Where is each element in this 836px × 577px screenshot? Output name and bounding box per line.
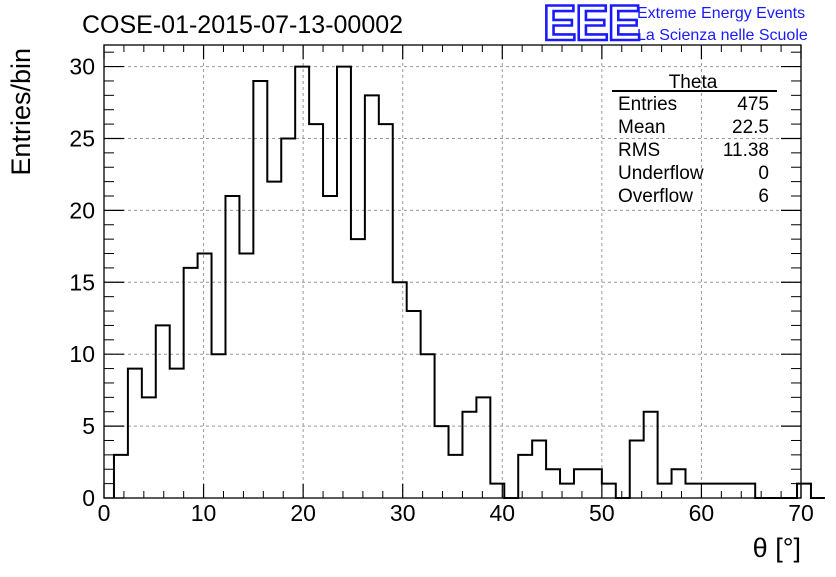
stats-row-value: 0 xyxy=(758,163,769,184)
histogram-bin xyxy=(267,182,281,498)
stats-row-label: Underflow xyxy=(618,163,704,184)
histogram-bin xyxy=(253,81,267,498)
histogram-bin xyxy=(379,124,393,498)
stats-row-value: 475 xyxy=(737,94,769,115)
histogram-bin xyxy=(225,196,239,498)
stats-row-label: Mean xyxy=(618,117,666,138)
x-tick-label: 40 xyxy=(489,500,515,526)
histogram-bin xyxy=(644,412,658,498)
histogram-bin xyxy=(449,455,463,498)
x-tick-label: 70 xyxy=(788,500,814,526)
axis-ticks xyxy=(103,45,802,499)
histogram-bin xyxy=(323,196,337,498)
y-tick-label: 10 xyxy=(69,341,95,367)
stats-box-title: Theta xyxy=(669,72,718,93)
eee-logo-mark: EEE xyxy=(543,0,640,51)
histogram-bin xyxy=(365,95,379,498)
eee-logo-line1: Extreme Energy Events xyxy=(637,5,805,22)
stats-row-label: Overflow xyxy=(618,186,693,207)
y-tick-label: 5 xyxy=(82,413,95,439)
stats-row-value: 11.38 xyxy=(723,140,769,161)
x-tick-label: 0 xyxy=(98,500,111,526)
eee-logo: EEE Extreme Energy Events La Scienza nel… xyxy=(542,0,808,52)
stats-row-value: 6 xyxy=(758,186,769,207)
stats-rows: Entries 475 Mean 22.5 RMS 11.38 Underflow 0 Over… xyxy=(618,94,769,207)
histogram-bin xyxy=(114,455,128,498)
histogram-bin xyxy=(184,268,198,498)
histogram-bin xyxy=(602,484,616,498)
histogram-bin xyxy=(546,469,560,498)
histogram-bin xyxy=(462,412,476,498)
x-tick-label: 10 xyxy=(191,500,217,526)
y-tick-label: 0 xyxy=(82,485,95,511)
histogram-bin xyxy=(393,282,407,498)
histogram-bin xyxy=(685,484,699,498)
histogram-bin xyxy=(281,138,295,498)
x-tick-label: 30 xyxy=(390,500,416,526)
histogram-bin xyxy=(630,440,644,498)
histogram-bin xyxy=(574,469,588,498)
stats-row-label: Entries xyxy=(618,94,677,115)
histogram-bin xyxy=(741,484,755,498)
histogram-bin xyxy=(797,484,811,498)
eee-logo-line2: La Scienza nelle Scuole xyxy=(637,27,808,44)
histogram-bin xyxy=(170,369,184,498)
histogram-bin xyxy=(713,484,727,498)
histogram-bin xyxy=(658,484,672,498)
histogram-bin xyxy=(128,369,142,498)
histogram-bin xyxy=(156,325,170,498)
histogram-bin xyxy=(212,354,226,498)
histogram-bin xyxy=(337,67,351,498)
histogram-bin xyxy=(407,311,421,498)
y-tick-label: 15 xyxy=(69,269,95,295)
histogram-bin xyxy=(532,440,546,498)
histogram-bin xyxy=(309,124,323,498)
histogram-layer xyxy=(112,65,825,499)
histogram-bin xyxy=(421,354,435,498)
stats-row-value: 22.5 xyxy=(732,117,769,138)
stats-box: Theta Entries 475 Mean 22.5 RMS 11.38 Underflo… xyxy=(612,72,777,207)
histogram-bin xyxy=(239,254,253,498)
histogram-bin xyxy=(435,426,449,498)
histogram-bin xyxy=(295,67,309,498)
x-tick-label: 60 xyxy=(689,500,715,526)
stats-row-label: RMS xyxy=(618,140,660,161)
histogram-bin xyxy=(198,254,212,498)
histogram-bin xyxy=(518,455,532,498)
y-tick-label: 30 xyxy=(69,54,95,80)
histogram-bin xyxy=(672,469,686,498)
y-tick-label: 20 xyxy=(69,197,95,223)
histogram-bin xyxy=(476,397,490,498)
histogram-outline xyxy=(112,65,825,499)
histogram-bin xyxy=(588,469,602,498)
x-tick-label: 50 xyxy=(589,500,615,526)
y-axis-title: Entries/bin xyxy=(6,48,36,176)
x-tick-label: 20 xyxy=(290,500,316,526)
histogram-bin xyxy=(142,397,156,498)
histogram-bin xyxy=(351,239,365,498)
chart-title: COSE-01-2015-07-13-00002 xyxy=(82,11,403,39)
y-tick-label: 25 xyxy=(69,125,95,151)
plot-frame xyxy=(103,44,802,499)
histogram-bin xyxy=(727,484,741,498)
x-axis-title: θ [°] xyxy=(753,533,801,563)
